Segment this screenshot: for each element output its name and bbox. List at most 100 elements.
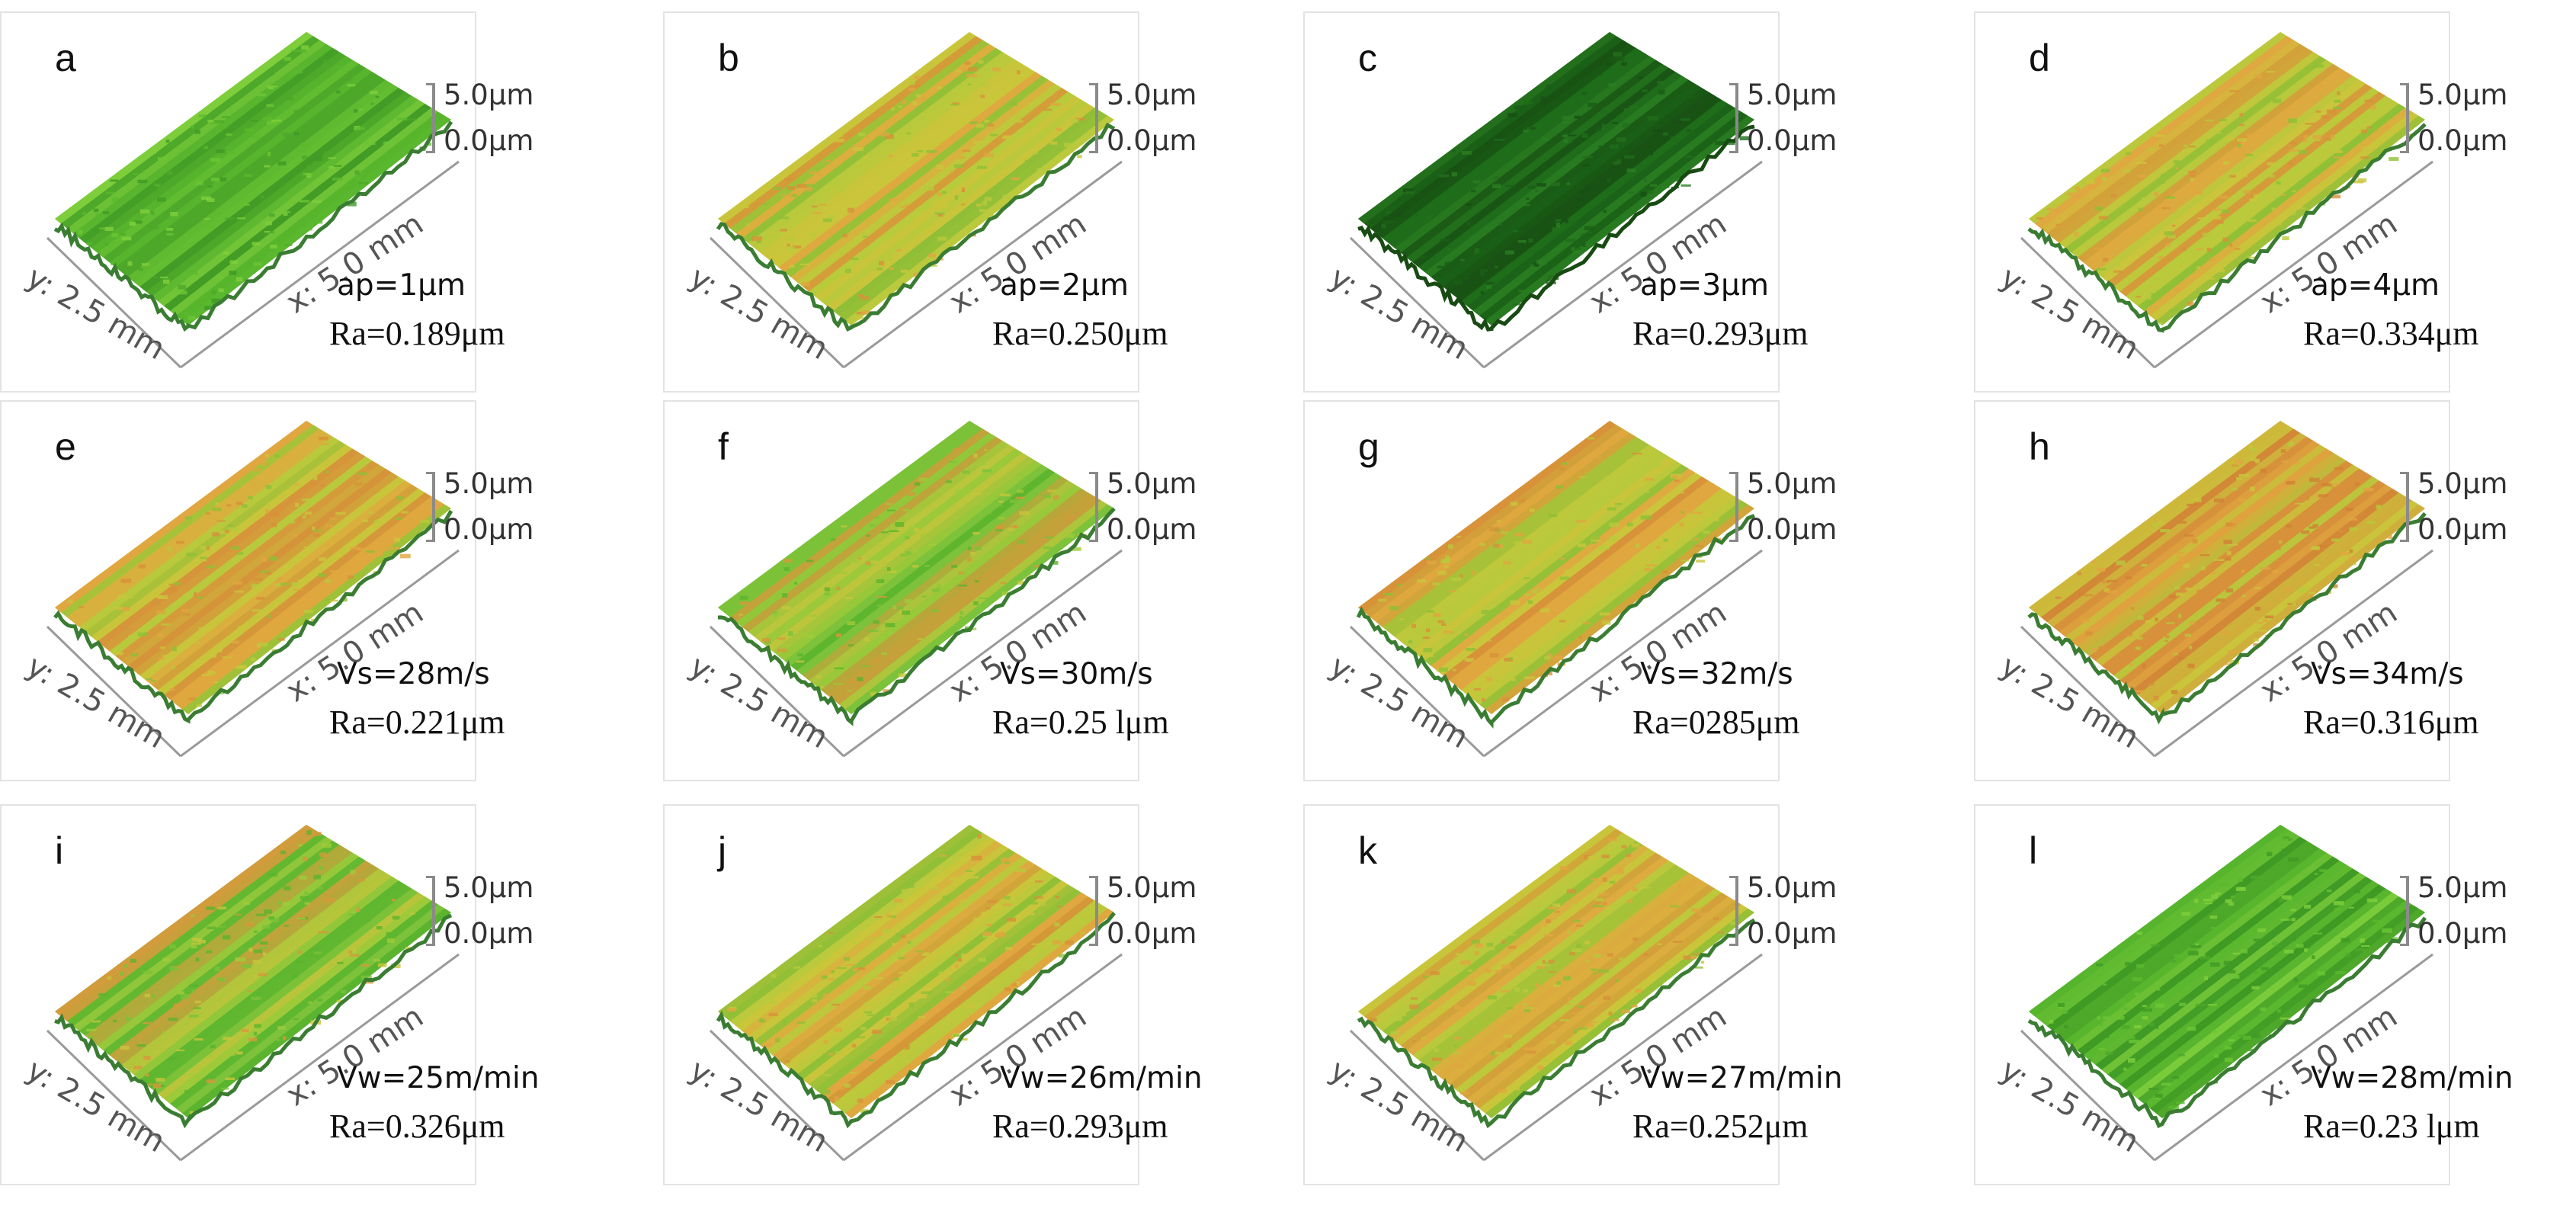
surface-speckle (1075, 117, 1085, 121)
surface-stripe (139, 880, 405, 1085)
surface-speckle (2332, 107, 2342, 110)
surface-speckle (229, 260, 238, 265)
surface-mesh (1357, 825, 1756, 1129)
surface-speckle (2272, 98, 2282, 104)
surface-speckle (1577, 1028, 1588, 1030)
surface-speckle (146, 678, 152, 680)
surface-speckle (2055, 223, 2061, 226)
surface-speckle (2333, 586, 2337, 589)
surface-speckle (2188, 170, 2196, 174)
surface-speckle (253, 949, 263, 954)
surface-speckle (857, 677, 863, 681)
surface-speckle (302, 515, 306, 519)
surface-speckle (375, 126, 380, 129)
surface-speckle (153, 276, 158, 278)
surface-speckle (1411, 997, 1418, 1000)
surface-speckle (1614, 979, 1620, 983)
surface-speckle (2198, 141, 2206, 143)
surface-speckle (1001, 136, 1013, 139)
surface-speckle (1461, 151, 1472, 155)
surface-speckle (168, 583, 177, 585)
surface-speckle (330, 570, 341, 573)
surface-mesh (2027, 825, 2427, 1129)
surface-speckle (954, 195, 959, 200)
surface-stripe (2040, 428, 2300, 623)
surface-speckle (2149, 1022, 2155, 1027)
surface-speckle (926, 202, 931, 205)
surface-front-edge (53, 120, 453, 332)
surface-speckle (2209, 258, 2216, 261)
surface-speckle (308, 1002, 312, 1004)
surface-speckle (1518, 290, 1526, 292)
surface-speckle (296, 951, 303, 954)
surface-speckle (981, 101, 988, 104)
x-axis-line (843, 160, 1123, 369)
surface-speckle (1581, 218, 1586, 221)
y-axis-line (2020, 1029, 2156, 1162)
surface-speckle (380, 912, 390, 915)
surface-speckle (907, 941, 912, 944)
surface-speckle (810, 171, 818, 175)
surface-speckle (206, 546, 210, 550)
surface-speckle (1409, 258, 1414, 260)
surface-speckle (2189, 621, 2195, 625)
surface-speckle (1636, 543, 1640, 548)
surface-speckle (1540, 608, 1549, 613)
surface-speckle (954, 953, 959, 957)
surface-stripe (2035, 36, 2294, 229)
surface-speckle (294, 483, 300, 486)
surface-speckle (1572, 530, 1581, 533)
surface-speckle (1581, 190, 1589, 194)
surface-speckle (855, 1036, 866, 1039)
surface-speckle (1016, 547, 1024, 549)
surface-speckle (210, 122, 221, 125)
surface-stripe (1455, 95, 1722, 302)
surface-speckle (1690, 511, 1702, 515)
surface-stripe (176, 904, 445, 1114)
surface-speckle (313, 476, 318, 481)
surface-speckle (2177, 982, 2184, 986)
surface-speckle (2089, 221, 2095, 226)
surface-speckle (982, 935, 990, 938)
surface-speckle (1507, 1044, 1511, 1048)
surface-speckle (819, 204, 827, 206)
surface-speckle (953, 448, 960, 450)
surface-speckle (2129, 1039, 2139, 1044)
surface-speckle (170, 587, 178, 592)
surface-speckle (967, 547, 972, 550)
surface-speckle (979, 60, 984, 64)
surface-speckle (329, 518, 338, 520)
surface-speckle (190, 914, 195, 917)
surface-speckle (2195, 1004, 2206, 1007)
surface-speckle (2083, 594, 2094, 597)
surface-speckle (350, 547, 360, 550)
surface-front-edge (1357, 918, 1756, 1129)
surface-speckle (301, 45, 309, 50)
surface-speckle (243, 174, 252, 177)
surface-stripe (152, 888, 418, 1095)
surface-speckle (358, 181, 368, 184)
surface-speckle (2299, 149, 2308, 154)
surface-speckle (1398, 1013, 1407, 1017)
surface-speckle (2176, 555, 2182, 559)
surface-speckle (1725, 142, 1735, 146)
surface-speckle (941, 191, 947, 194)
surface-speckle (2330, 584, 2338, 588)
surface-speckle (1632, 452, 1642, 455)
surface-speckle (268, 72, 274, 75)
surface-stripe (2052, 840, 2314, 1036)
scale-top-label: 5.0μm (2417, 79, 2508, 111)
surface-speckle (1523, 577, 1530, 579)
surface-speckle (1005, 947, 1012, 951)
surface-speckle (1661, 570, 1668, 574)
surface-speckle (898, 957, 905, 960)
surface-speckle (1444, 261, 1452, 267)
surface-mesh (2027, 421, 2427, 725)
surface-speckle (1025, 159, 1031, 162)
surface-stripe (176, 500, 445, 710)
surface-speckle (1559, 88, 1564, 93)
surface-speckle (1390, 220, 1397, 223)
surface-speckle (120, 579, 132, 583)
surface-speckle (955, 187, 962, 191)
surface-speckle (1584, 1023, 1594, 1028)
